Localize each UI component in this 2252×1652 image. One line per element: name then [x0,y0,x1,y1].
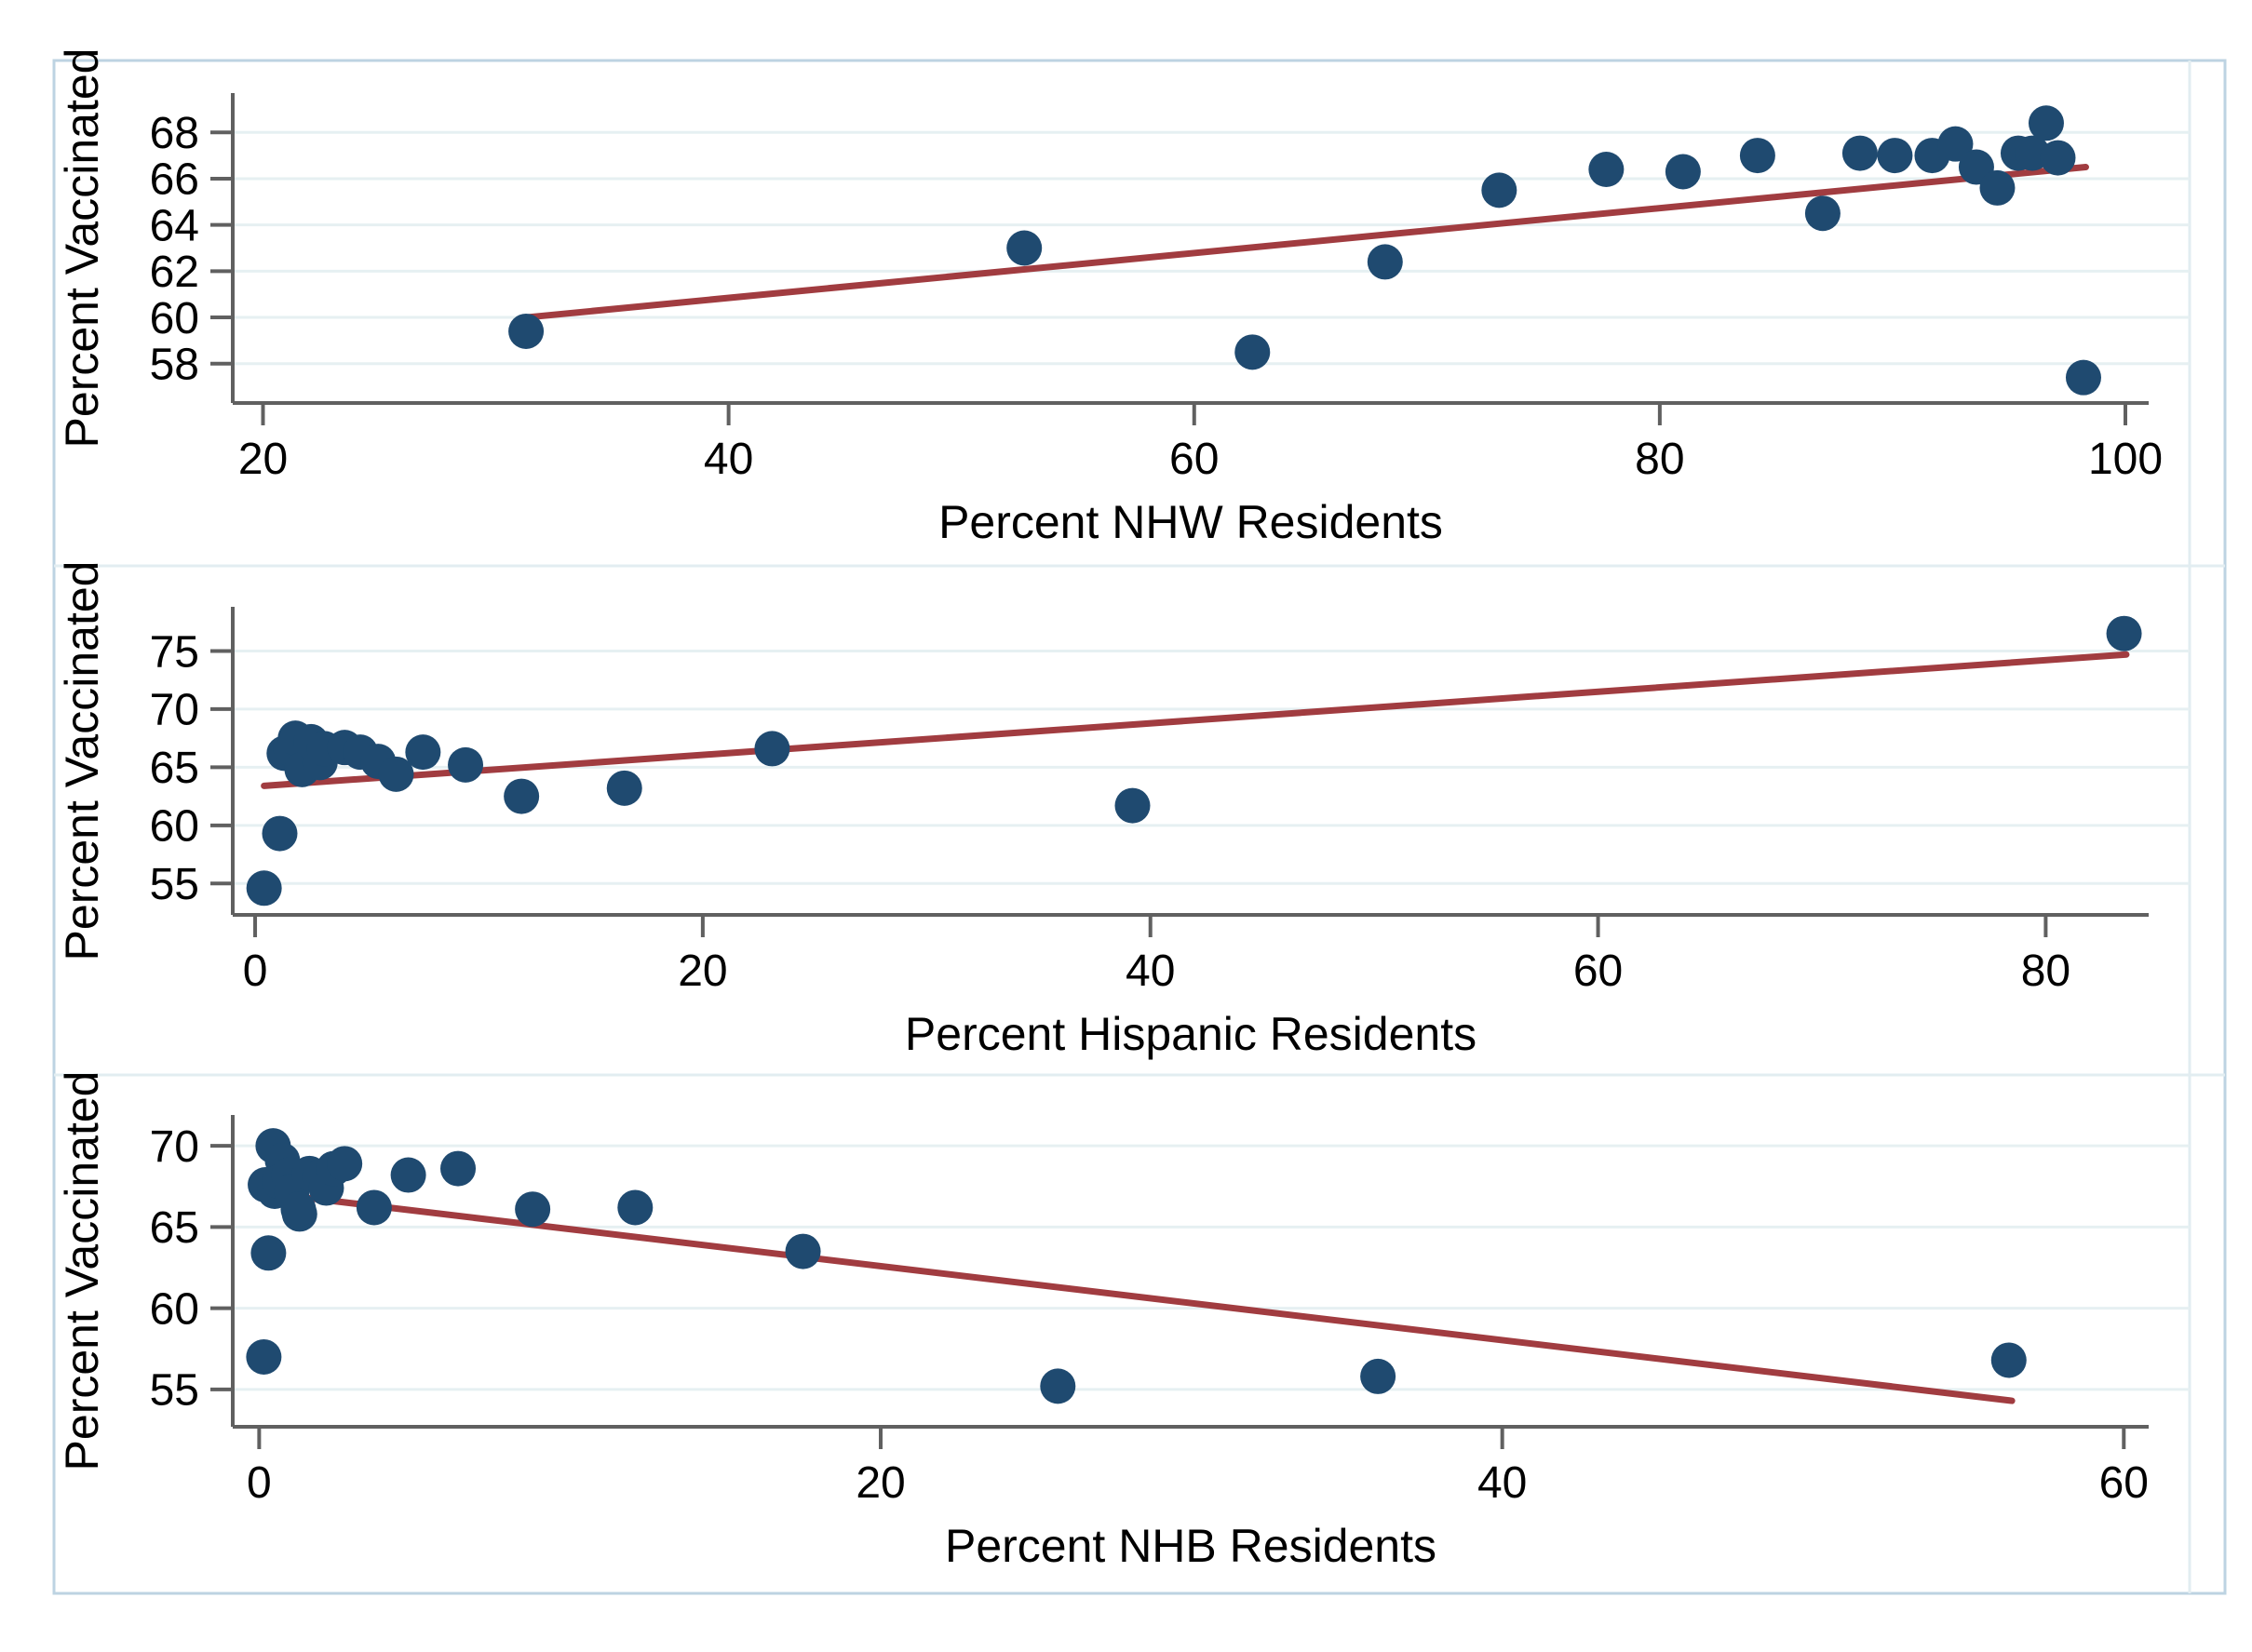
scatter-point [1360,1358,1396,1394]
x-tick-label: 0 [247,1458,272,1508]
scatter-point [606,770,642,806]
y-tick-label: 70 [150,1122,199,1172]
x-tick-label: 40 [1477,1458,1527,1508]
y-axis-title: Percent Vaccinated [56,48,108,449]
x-axis-title: Percent Hispanic Residents [905,1008,1477,1060]
scatter-point [250,1235,287,1271]
scatter-point [2040,140,2076,176]
x-axis-title: Percent NHB Residents [945,1520,1436,1572]
scatter-point [504,778,540,814]
scatter-point [1665,154,1701,190]
y-tick-label: 65 [150,744,199,793]
x-tick-label: 60 [1573,947,1623,996]
y-tick-label: 55 [150,1366,199,1416]
scatter-point [246,870,282,907]
scatter-point [1481,172,1517,208]
x-tick-label: 20 [678,947,727,996]
y-axis-title: Percent Vaccinated [56,561,108,961]
y-tick-label: 60 [150,294,199,343]
scatter-point [617,1189,654,1226]
y-axis-title: Percent Vaccinated [56,1071,108,1471]
scatter-point [1739,138,1775,174]
trend-line [522,164,2089,321]
scatter-point [2028,105,2064,141]
trend-line [261,651,2130,789]
x-tick-label: 80 [1635,435,1684,484]
scatter-point [405,734,441,771]
x-tick-label: 60 [1169,435,1219,484]
scatter-point [378,756,414,792]
scatter-point [440,1150,477,1187]
y-tick-label: 64 [150,201,199,250]
x-axis-title: Percent NHW Residents [938,496,1443,548]
scatter-point [280,1191,317,1228]
scatter-point [1937,126,1974,162]
x-tick-label: 80 [2021,947,2070,996]
y-tick-label: 55 [150,860,199,909]
scatter-point [1877,138,1913,174]
scatter-point [1588,152,1625,188]
scatter-point [390,1157,426,1193]
scatter-point [754,731,790,767]
scatter-point [1804,195,1841,232]
trend-line [262,1189,2016,1404]
scatter-point [246,1338,282,1375]
scatter-point [2106,615,2142,651]
figure-border [52,59,2227,1595]
x-tick-label: 20 [856,1458,905,1508]
x-tick-label: 20 [238,435,288,484]
scatter-point [448,746,484,783]
scatter-point [1979,169,2016,206]
y-tick-label: 65 [150,1203,199,1253]
x-tick-label: 100 [2088,435,2163,484]
scatter-point [1006,230,1043,266]
scatter-point [1040,1368,1076,1404]
y-tick-label: 68 [150,109,199,158]
x-tick-label: 40 [704,435,753,484]
y-tick-label: 75 [150,627,199,677]
y-tick-label: 70 [150,686,199,735]
scatter-point [785,1233,821,1269]
x-tick-label: 40 [1126,947,1175,996]
scatter-point [1234,334,1271,370]
y-tick-label: 58 [150,341,199,390]
scatter-point [1990,1342,2027,1378]
y-tick-label: 66 [150,155,199,205]
scatter-point [2065,359,2101,396]
x-tick-label: 60 [2099,1458,2149,1508]
y-tick-label: 60 [150,1284,199,1334]
scatter-point [1114,787,1151,824]
y-tick-label: 60 [150,802,199,852]
scatter-point [356,1189,392,1226]
scatter-point [1841,135,1878,171]
scatter-point [515,1191,551,1228]
x-tick-label: 0 [243,947,268,996]
y-tick-label: 62 [150,248,199,297]
scatter-point [1367,244,1403,280]
scatter-point [327,1146,363,1182]
scatter-point [262,815,298,852]
scatter-point [508,313,545,349]
